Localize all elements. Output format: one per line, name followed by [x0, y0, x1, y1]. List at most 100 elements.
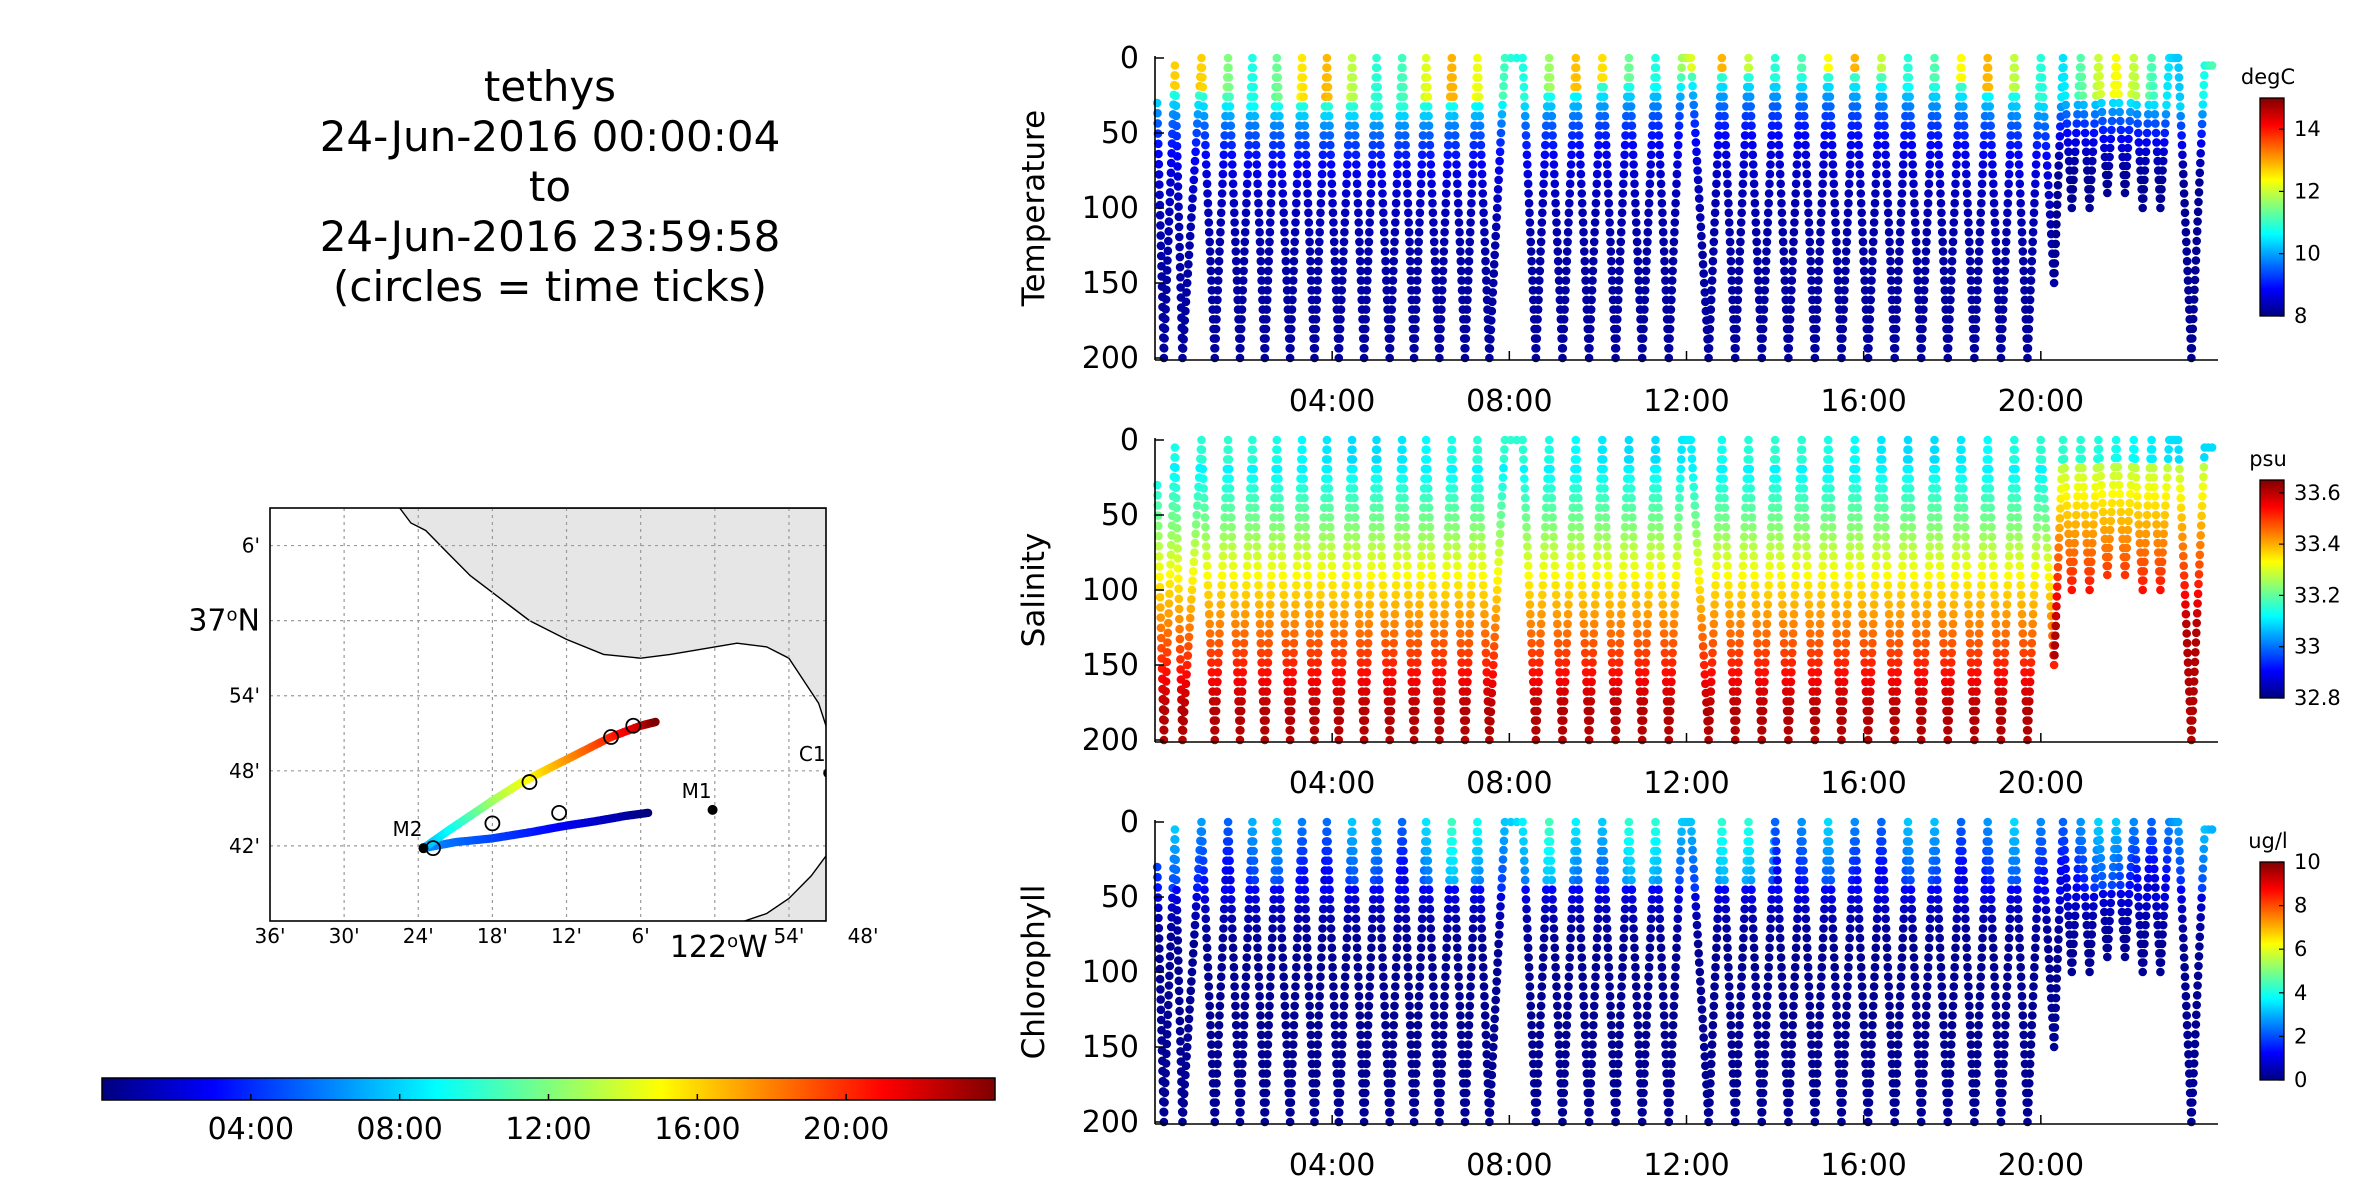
section-point — [1884, 227, 1894, 237]
section-point — [2148, 454, 2157, 464]
section-point — [2040, 122, 2050, 131]
section-point — [1519, 464, 1529, 474]
section-point — [2087, 548, 2097, 557]
section-point — [1171, 111, 1181, 121]
section-point — [1881, 150, 1890, 160]
section-point — [1793, 532, 1802, 542]
section-point — [1466, 208, 1476, 218]
colorbar-strip — [2259, 97, 2285, 317]
section-point — [1547, 484, 1556, 493]
section-point — [1922, 227, 1932, 237]
section-point — [1172, 523, 1182, 533]
section-point — [1487, 688, 1497, 698]
section-point — [1656, 551, 1665, 561]
section-point — [1750, 571, 1759, 580]
section-point — [1387, 295, 1397, 305]
section-point — [1973, 658, 1983, 667]
section-point — [1286, 344, 1295, 353]
section-point — [1652, 73, 1661, 82]
section-point — [1711, 571, 1721, 580]
section-point — [1630, 179, 1639, 189]
section-point — [1311, 706, 1320, 716]
section-point — [2015, 169, 2024, 179]
section-point — [1827, 522, 1837, 532]
section-point — [2052, 592, 2062, 601]
section-point — [1779, 247, 1788, 256]
section-point — [2095, 453, 2104, 463]
section-point — [1589, 247, 1599, 256]
section-point — [1536, 619, 1546, 629]
section-point — [2123, 143, 2133, 153]
section-point — [1962, 179, 1971, 189]
section-point — [1288, 658, 1298, 667]
section-point — [2173, 435, 2183, 445]
section-point — [1315, 609, 1324, 619]
section-point — [1164, 227, 1173, 236]
section-point — [1386, 716, 1395, 725]
section-point — [1526, 227, 1535, 237]
section-point — [1440, 600, 1450, 609]
section-point — [1299, 92, 1308, 101]
section-point — [1577, 189, 1587, 198]
section-point — [1960, 513, 1969, 522]
section-point — [1825, 464, 1834, 474]
section-point — [1606, 247, 1616, 256]
section-point — [2080, 510, 2090, 520]
section-point — [1518, 53, 1527, 63]
section-point — [1523, 169, 1533, 179]
section-point — [2067, 203, 2077, 213]
section-point — [1707, 276, 1717, 285]
section-point — [1603, 169, 1612, 179]
section-point — [1676, 73, 1686, 82]
section-point — [1377, 169, 1386, 179]
section-point — [1450, 503, 1460, 512]
section-point — [1655, 532, 1665, 542]
section-point — [2064, 529, 2073, 539]
section-point — [1348, 455, 1358, 464]
section-point — [1599, 82, 1608, 92]
section-point — [2147, 63, 2157, 72]
section-point — [2174, 455, 2184, 464]
section-point — [1986, 111, 1995, 121]
section-point — [1774, 513, 1783, 522]
section-point — [2098, 498, 2107, 508]
section-point — [1779, 629, 1788, 638]
section-point — [1161, 314, 1170, 324]
section-point — [1712, 551, 1722, 561]
section-point — [1725, 227, 1734, 237]
section-point — [1230, 218, 1239, 227]
section-point — [1841, 247, 1851, 256]
section-point — [1987, 532, 1997, 542]
section-point — [1226, 111, 1235, 121]
section-point — [1892, 687, 1902, 696]
section-point — [1404, 600, 1413, 609]
section-point — [1577, 571, 1587, 580]
section-point — [1412, 295, 1421, 305]
section-point — [1675, 111, 1684, 121]
section-point — [2158, 538, 2168, 548]
section-point — [1745, 92, 1755, 101]
section-point — [1776, 179, 1785, 189]
section-point — [1267, 551, 1277, 561]
section-point — [1380, 619, 1389, 629]
section-point — [1301, 150, 1311, 160]
section-point — [2014, 150, 2023, 160]
section-point — [1946, 668, 1956, 677]
section-point — [1844, 198, 1853, 208]
section-point — [1213, 677, 1222, 687]
section-point — [1416, 580, 1425, 590]
section-point — [1160, 706, 1170, 716]
section-point — [1416, 189, 1425, 198]
section-point — [1655, 150, 1665, 160]
section-point — [1790, 580, 1800, 590]
section-point — [1541, 503, 1551, 512]
section-point — [1361, 305, 1371, 314]
section-point — [2117, 525, 2127, 535]
section-point — [1616, 629, 1625, 638]
section-point — [1628, 131, 1637, 140]
section-point — [1761, 648, 1770, 658]
section-point — [1575, 140, 1584, 150]
section-point — [1773, 493, 1782, 503]
section-point — [1292, 571, 1301, 580]
section-point — [1646, 551, 1655, 561]
